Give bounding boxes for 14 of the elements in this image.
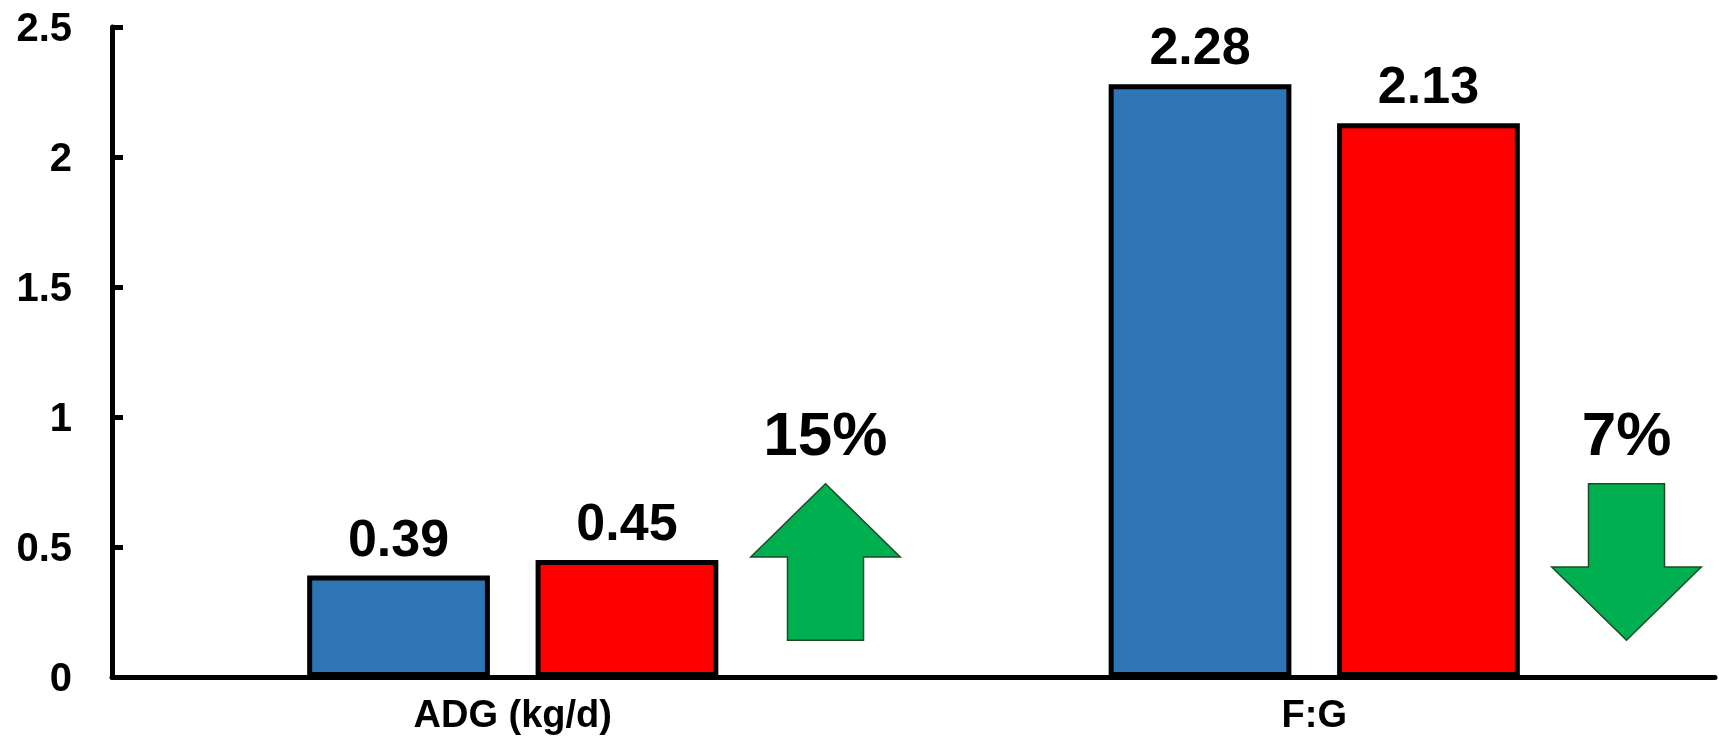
y-tick-label: 1.5 <box>16 265 72 309</box>
x-tick-label: F:G <box>1281 693 1347 735</box>
x-tick-label: ADG (kg/d) <box>413 693 612 735</box>
data-label: 0.45 <box>576 493 678 551</box>
y-tick-label: 1 <box>49 395 72 439</box>
data-label: 2.13 <box>1377 56 1480 115</box>
data-label: 2.28 <box>1149 17 1251 76</box>
data-label: 0.39 <box>347 508 450 567</box>
annotation: 7% <box>1581 399 1672 468</box>
y-tick-label: 2.5 <box>16 5 72 49</box>
annotation: 15% <box>763 399 888 468</box>
y-tick-label: 0 <box>49 655 72 699</box>
y-tick-label: 2 <box>49 135 72 179</box>
y-tick-label: 0.5 <box>16 525 72 569</box>
